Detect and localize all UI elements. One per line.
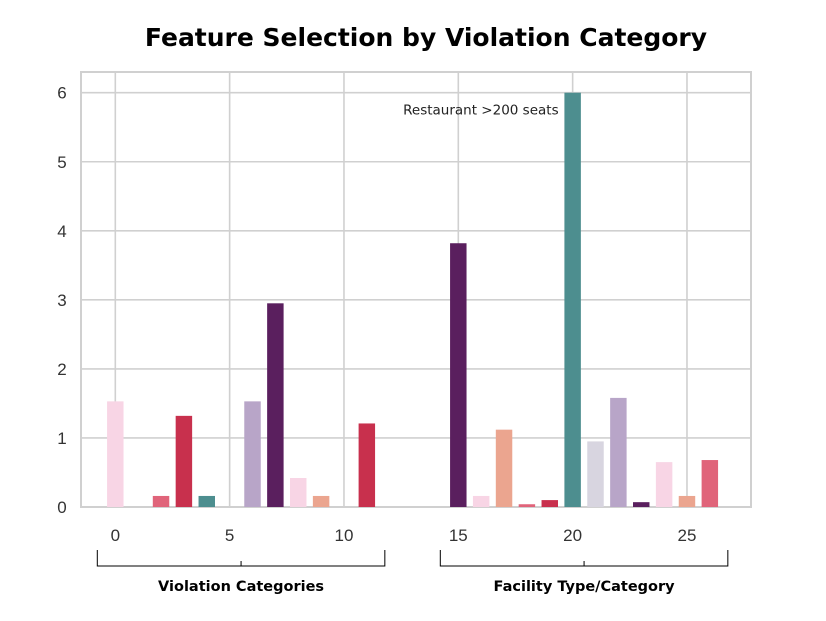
x-tick-label: 5: [225, 526, 234, 545]
bar-annotation: Restaurant >200 seats: [403, 103, 559, 119]
tick-labels: 0 1 2 3 4 5 6 0 5 10 15 20 25: [57, 84, 696, 545]
bar: [312, 495, 330, 507]
bar: [587, 441, 604, 507]
y-tick-label: 6: [57, 84, 66, 103]
bar: [198, 495, 215, 507]
bar: [175, 415, 193, 507]
annotations: Restaurant >200 seats: [403, 103, 559, 119]
bar: [678, 495, 696, 507]
plot-frame: [80, 71, 752, 508]
x-tick-label: 0: [111, 526, 120, 545]
x-tick-label: 15: [449, 526, 468, 545]
bar: [290, 478, 307, 507]
group-label: Violation Categories: [158, 579, 324, 595]
y-tick-label: 5: [57, 153, 66, 172]
y-tick-label: 2: [57, 360, 66, 379]
bar: [518, 504, 536, 507]
bar: [358, 423, 376, 507]
bar: [564, 92, 581, 507]
bar: [267, 303, 284, 507]
bars: [107, 92, 719, 507]
bar: [472, 495, 490, 507]
bar: [107, 401, 124, 507]
group-brackets: Violation Categories Facility Type/Catego…: [96, 550, 729, 595]
bar: [152, 495, 170, 507]
y-tick-label: 3: [57, 291, 66, 310]
bar: [541, 500, 559, 507]
group-bracket: [439, 550, 729, 567]
bar: [610, 397, 627, 507]
y-tick-label: 4: [57, 222, 66, 241]
x-tick-label: 20: [563, 526, 582, 545]
group-label: Facility Type/Category: [494, 579, 676, 595]
x-tick-label: 10: [335, 526, 354, 545]
group-bracket: [96, 550, 386, 567]
x-tick-label: 25: [678, 526, 697, 545]
bar: [655, 462, 673, 507]
bar: [633, 502, 650, 507]
chart-title: Feature Selection by Violation Category: [145, 23, 707, 52]
bar: [244, 401, 261, 507]
bar: [450, 243, 467, 507]
bar: [701, 460, 719, 507]
y-tick-label: 0: [57, 498, 66, 517]
bar: [495, 429, 513, 507]
y-tick-label: 1: [57, 429, 66, 448]
